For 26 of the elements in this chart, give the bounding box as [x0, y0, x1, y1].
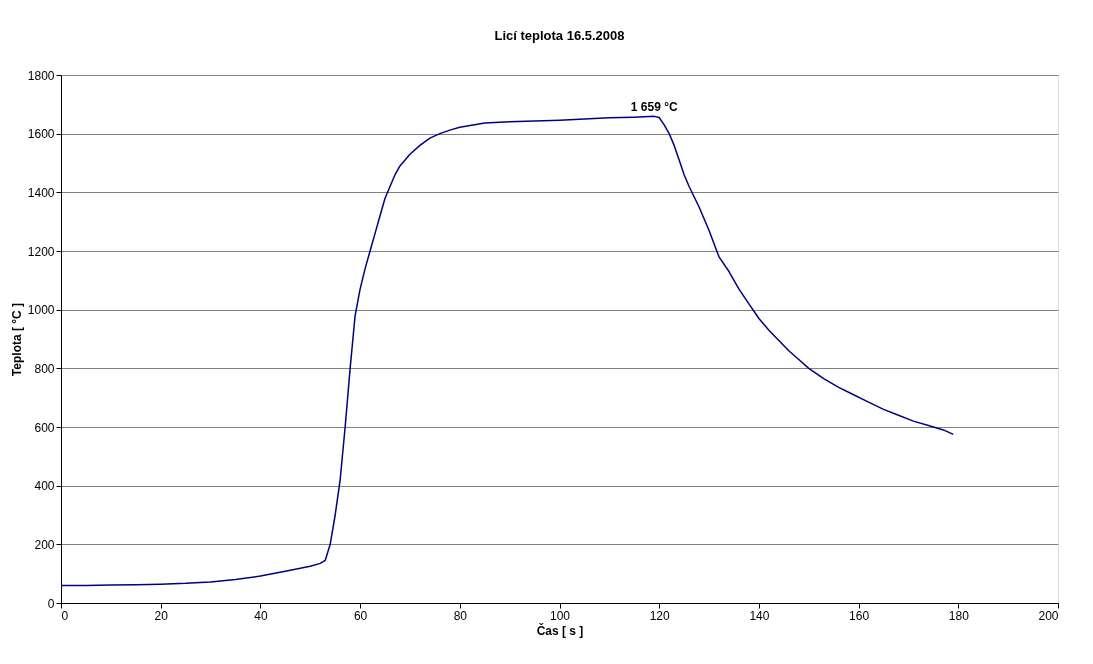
x-tick-label: 140: [749, 608, 770, 623]
y-tick-label: 0: [47, 596, 55, 611]
y-tick-label: 600: [34, 420, 55, 435]
x-tick-label: 120: [649, 608, 671, 623]
x-axis-title: Čas [ s ]: [536, 622, 584, 638]
x-tick-label: 40: [254, 608, 268, 623]
y-tick-label: 1000: [27, 303, 55, 318]
y-tick-label: 1200: [27, 244, 55, 259]
x-tick-label: 200: [1038, 608, 1059, 623]
y-axis-title: Teplota [ °C ]: [9, 302, 24, 377]
y-tick-label: 400: [34, 479, 55, 494]
y-tick-label: 1800: [27, 68, 55, 83]
x-tick-label: 160: [849, 608, 870, 623]
x-tick-label: 100: [549, 608, 571, 623]
y-tick-label: 1400: [27, 185, 55, 200]
x-tick-label: 20: [154, 608, 169, 623]
x-tick-label: 60: [353, 608, 368, 623]
x-tick-label: 80: [453, 608, 468, 623]
x-tick-label: 0: [61, 608, 69, 623]
annotation: 1 659 °C: [630, 100, 678, 115]
line-series: [60, 115, 955, 587]
y-tick-label: 1600: [27, 127, 55, 142]
chart-title: Licí teplota 16.5.2008: [494, 28, 625, 43]
x-tick-label: 180: [948, 608, 970, 623]
y-tick-label: 200: [34, 537, 55, 552]
y-tick-label: 800: [34, 361, 55, 376]
